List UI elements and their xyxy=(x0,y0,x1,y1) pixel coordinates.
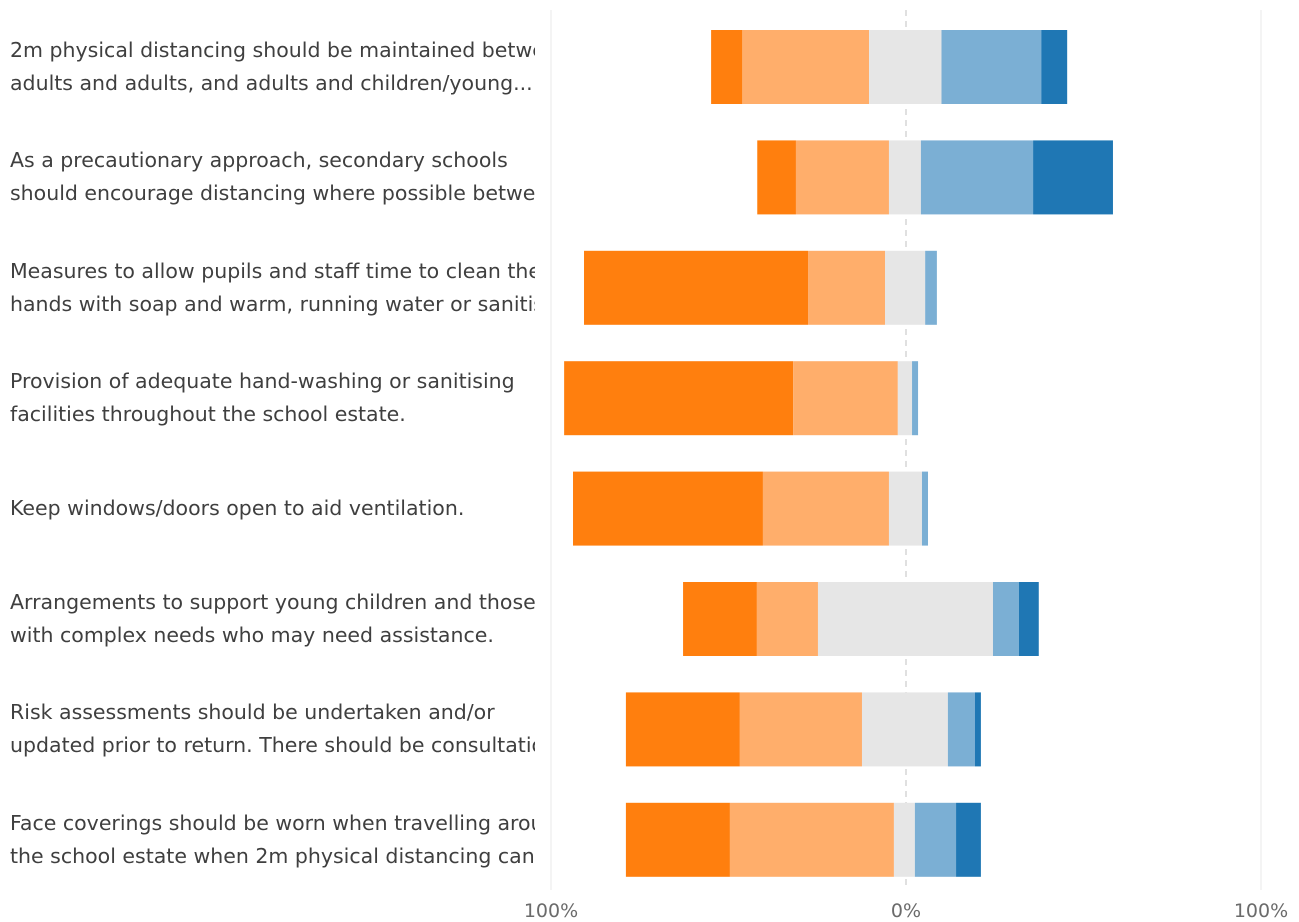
category-label-line: Arrangements to support young children a… xyxy=(10,590,535,614)
bar-segment[interactable] xyxy=(861,692,948,767)
category-label: Risk assessments should be undertaken an… xyxy=(10,696,535,762)
bar-segment[interactable] xyxy=(888,471,922,546)
bar-segment[interactable] xyxy=(711,30,743,104)
category-label-line: the school estate when 2m physical dista… xyxy=(10,843,535,868)
category-label-line: Risk assessments should be undertaken an… xyxy=(10,700,495,725)
bar-segment[interactable] xyxy=(888,140,921,215)
bar-row xyxy=(584,250,937,325)
category-label-line: Provision of adequate hand-washing or sa… xyxy=(10,369,515,394)
bar-segment[interactable] xyxy=(729,802,894,877)
bar-segment[interactable] xyxy=(817,582,993,656)
bar-segment[interactable] xyxy=(912,361,919,436)
category-label-line: Measures to allow pupils and staff time … xyxy=(10,258,535,283)
bar-segment[interactable] xyxy=(757,140,796,215)
bar-segment[interactable] xyxy=(1018,582,1039,656)
bar-segment[interactable] xyxy=(921,471,929,546)
bar-row xyxy=(573,471,929,546)
bar-row xyxy=(625,692,981,767)
bar-segment[interactable] xyxy=(956,802,981,877)
bar-segment[interactable] xyxy=(564,361,794,436)
category-label: As a precautionary approach, secondary s… xyxy=(10,144,535,210)
bar-row xyxy=(564,361,919,436)
category-label-line: should encourage distancing where possib… xyxy=(10,181,535,206)
bar-row xyxy=(757,140,1113,215)
bar-segment[interactable] xyxy=(893,802,915,877)
bar-segment[interactable] xyxy=(739,692,862,767)
bar-segment[interactable] xyxy=(808,250,886,325)
category-label: Provision of adequate hand-washing or sa… xyxy=(10,365,535,431)
category-label: 2m physical distancing should be maintai… xyxy=(10,34,535,100)
bar-segment[interactable] xyxy=(762,471,889,546)
bar-segment[interactable] xyxy=(573,471,763,546)
bar-segment[interactable] xyxy=(897,361,913,436)
bar-segment[interactable] xyxy=(920,140,1034,215)
bar-segment[interactable] xyxy=(756,582,818,656)
category-label: Face coverings should be worn when trave… xyxy=(10,807,535,873)
category-label-line: with complex needs who may need assistan… xyxy=(10,623,494,647)
category-label-line: As a precautionary approach, secondary s… xyxy=(10,148,508,173)
category-label-line: Keep windows/doors open to aid ventilati… xyxy=(10,496,465,521)
bar-segment[interactable] xyxy=(869,30,942,104)
bar-segment[interactable] xyxy=(925,250,937,325)
bar-segment[interactable] xyxy=(625,802,730,877)
bar-segment[interactable] xyxy=(625,692,740,767)
bar-row xyxy=(711,30,1068,104)
bar-segment[interactable] xyxy=(584,250,809,325)
bar-segment[interactable] xyxy=(974,692,981,767)
bar-segment[interactable] xyxy=(795,140,889,215)
x-tick-label: 100% xyxy=(524,900,578,922)
category-label-line: facilities throughout the school estate. xyxy=(10,402,406,427)
bar-row xyxy=(683,582,1039,656)
category-label-line: adults and adults, and adults and childr… xyxy=(10,71,533,95)
bar-segment[interactable] xyxy=(947,692,975,767)
bar-segment[interactable] xyxy=(941,30,1042,104)
category-label-line: Face coverings should be worn when trave… xyxy=(10,810,535,835)
category-label-line: hands with soap and warm, running water … xyxy=(10,291,535,316)
bar-segment[interactable] xyxy=(885,250,926,325)
category-label: Measures to allow pupils and staff time … xyxy=(10,255,535,321)
x-tick-label: 100% xyxy=(1234,900,1288,922)
category-label-line: 2m physical distancing should be maintai… xyxy=(10,38,535,62)
bar-segment[interactable] xyxy=(914,802,957,877)
bar-segment[interactable] xyxy=(992,582,1019,656)
bar-segment[interactable] xyxy=(742,30,870,104)
category-label: Keep windows/doors open to aid ventilati… xyxy=(10,492,535,525)
category-label-line: updated prior to return. There should be… xyxy=(10,733,535,758)
x-tick-label: 0% xyxy=(891,900,921,922)
bar-segment[interactable] xyxy=(1033,140,1113,215)
category-label: Arrangements to support young children a… xyxy=(10,586,535,652)
bar-segment[interactable] xyxy=(683,582,757,656)
bar-segment[interactable] xyxy=(793,361,898,436)
bar-row xyxy=(625,802,981,877)
bar-segment[interactable] xyxy=(1041,30,1068,104)
